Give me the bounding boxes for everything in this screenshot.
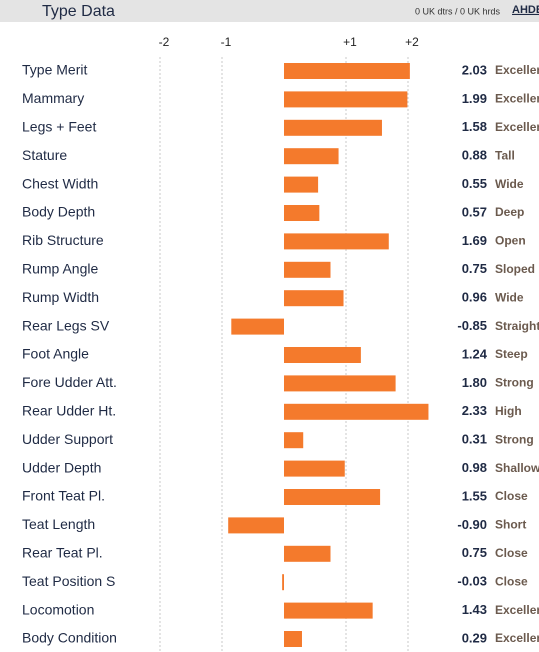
value-label: 0.57 — [462, 204, 487, 219]
value-label: 1.24 — [462, 346, 488, 361]
bar — [284, 489, 381, 505]
value-label: 1.99 — [462, 91, 487, 106]
value-label: 1.43 — [462, 602, 487, 617]
descriptor: Excellent — [495, 63, 539, 77]
category-label: Mammary — [22, 90, 84, 106]
category-label: Chest Width — [22, 175, 98, 191]
descriptor: Strong — [495, 432, 534, 446]
header-band — [0, 0, 539, 22]
value-label: 2.03 — [462, 62, 487, 77]
x-tick-label: -2 — [159, 35, 170, 49]
descriptor: Excellent — [495, 120, 539, 134]
bar — [228, 517, 284, 534]
value-label: 0.96 — [462, 290, 487, 305]
category-label: Stature — [22, 147, 67, 163]
bar — [284, 205, 320, 221]
bar — [284, 91, 408, 108]
value-label: 0.55 — [462, 176, 487, 191]
descriptor: Deep — [495, 205, 524, 219]
descriptor: Wide — [495, 177, 524, 191]
category-label: Rear Udder Ht. — [22, 403, 116, 419]
value-label: 1.80 — [462, 375, 487, 390]
bar — [284, 375, 396, 392]
bar — [284, 261, 331, 278]
descriptor: Excellent — [495, 631, 539, 645]
x-tick-label: -1 — [221, 35, 232, 49]
subtitle: 0 UK dtrs / 0 UK hrds — [415, 6, 501, 16]
descriptor: Close — [495, 489, 528, 503]
category-label: Body Condition — [22, 630, 117, 646]
x-tick-label: +2 — [405, 35, 419, 49]
bar — [282, 574, 284, 591]
category-label: Rear Legs SV — [22, 317, 110, 333]
x-tick-label: +1 — [343, 35, 357, 49]
bar — [284, 233, 389, 250]
category-label: Front Teat Pl. — [22, 488, 105, 504]
value-label: 0.29 — [462, 630, 487, 645]
bar — [284, 403, 429, 420]
bar — [284, 119, 382, 136]
descriptor: Shallow — [495, 461, 539, 475]
bar — [284, 347, 361, 363]
descriptor: Short — [495, 518, 526, 532]
value-label: 0.75 — [462, 545, 487, 560]
value-label: 0.98 — [462, 460, 487, 475]
value-label: 1.69 — [462, 233, 487, 248]
category-label: Body Depth — [22, 204, 95, 220]
chart-title: Type Data — [42, 3, 115, 20]
descriptor: Excellent — [495, 92, 539, 106]
category-label: Udder Support — [22, 431, 113, 447]
bar — [284, 176, 319, 193]
bar — [284, 63, 410, 79]
value-label: 0.31 — [462, 432, 487, 447]
value-label: -0.85 — [457, 318, 487, 333]
descriptor: Sloped — [495, 262, 535, 276]
bar — [284, 290, 344, 307]
descriptor: Strong — [495, 376, 534, 390]
bar — [284, 432, 304, 449]
descriptor: Steep — [495, 347, 528, 361]
descriptor: Open — [495, 234, 526, 248]
bar — [284, 545, 331, 562]
descriptor: High — [495, 404, 522, 418]
bar — [284, 460, 345, 477]
value-label: 0.75 — [462, 261, 487, 276]
category-label: Fore Udder Att. — [22, 374, 117, 390]
value-label: 0.88 — [462, 148, 487, 163]
descriptor: Tall — [495, 148, 515, 162]
value-label: -0.90 — [457, 517, 487, 532]
value-label: 1.55 — [462, 488, 487, 503]
category-label: Foot Angle — [22, 346, 89, 362]
category-label: Rump Width — [22, 289, 99, 305]
value-label: 1.58 — [462, 119, 487, 134]
bar — [284, 602, 373, 619]
value-label: 2.33 — [462, 403, 487, 418]
category-label: Udder Depth — [22, 459, 101, 475]
bar — [284, 631, 302, 647]
category-label: Teat Position S — [22, 573, 115, 589]
value-label: -0.03 — [457, 574, 487, 589]
category-label: Locomotion — [22, 601, 94, 617]
category-label: Type Merit — [22, 62, 87, 78]
category-label: Rump Angle — [22, 261, 98, 277]
logo: AHDB — [512, 4, 539, 16]
category-label: Rear Teat Pl. — [22, 545, 103, 561]
category-label: Legs + Feet — [22, 119, 96, 135]
descriptor: Close — [495, 574, 528, 588]
category-label: Rib Structure — [22, 232, 104, 248]
bar — [231, 318, 284, 335]
descriptor: Wide — [495, 290, 524, 304]
descriptor: Close — [495, 546, 528, 560]
bar — [284, 148, 339, 165]
descriptor: Straight — [495, 319, 539, 333]
category-label: Teat Length — [22, 516, 95, 532]
descriptor: Excellent — [495, 603, 539, 617]
